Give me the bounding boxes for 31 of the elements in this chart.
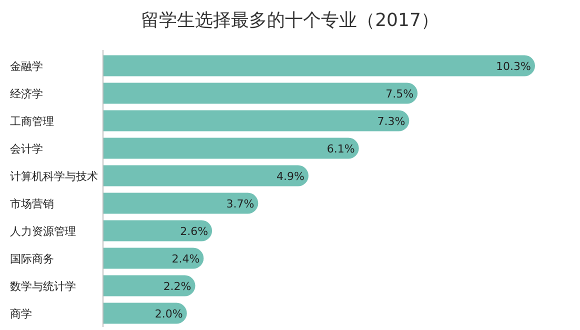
data-label: 7.3% — [377, 114, 406, 128]
bar — [103, 192, 258, 214]
y-tick-label: 市场营销 — [10, 197, 54, 210]
y-tick-label: 会计学 — [10, 142, 43, 156]
data-label: 2.0% — [154, 307, 183, 320]
y-tick-label: 商学 — [10, 307, 32, 320]
bar — [103, 220, 212, 242]
y-tick-label: 人力资源管理 — [10, 224, 76, 238]
data-label: 2.6% — [180, 224, 208, 238]
data-label: 10.3% — [496, 60, 531, 73]
y-tick-label: 工商管理 — [10, 114, 54, 128]
bar — [103, 275, 196, 296]
data-label: 3.7% — [226, 197, 254, 210]
data-label: 4.9% — [276, 170, 305, 183]
bar — [103, 82, 418, 104]
data-label: 6.1% — [326, 142, 355, 156]
y-tick-label: 经济学 — [10, 87, 43, 100]
data-label: 2.4% — [172, 252, 200, 266]
bar — [103, 302, 187, 324]
bar — [103, 138, 359, 159]
data-label: 2.2% — [163, 280, 192, 293]
bar — [103, 55, 535, 76]
y-tick-label: 数学与统计学 — [10, 280, 76, 293]
data-label: 7.5% — [386, 87, 414, 100]
y-tick-label: 国际商务 — [10, 252, 54, 266]
bar — [103, 165, 308, 186]
chart-title: 留学生选择最多的十个专业（2017） — [141, 10, 439, 31]
bar — [103, 110, 410, 132]
bar — [103, 248, 204, 269]
y-tick-label: 计算机科学与技术 — [10, 170, 98, 183]
y-tick-label: 金融学 — [10, 60, 43, 73]
